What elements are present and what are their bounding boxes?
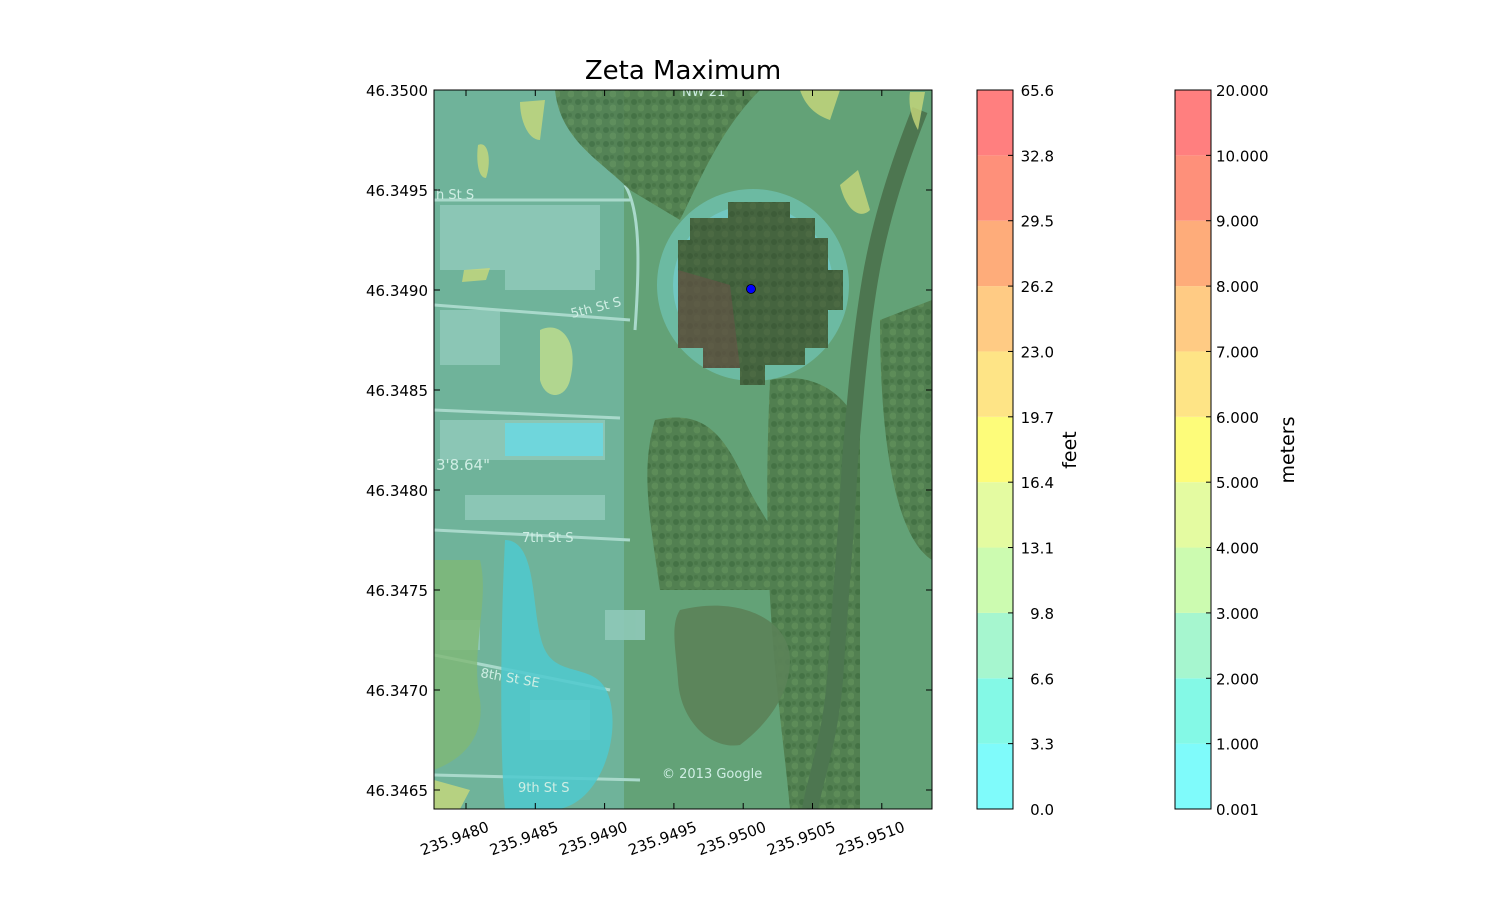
colorbar-meters-band — [1175, 286, 1211, 352]
colorbar-meters-band — [1175, 547, 1211, 613]
y-tick-label: 46.3465 — [366, 782, 428, 800]
contour-streaks — [434, 90, 925, 809]
x-tick-label: 235.9480 — [418, 818, 491, 859]
warehouse-roof — [505, 423, 603, 456]
y-tick-label: 46.3475 — [366, 582, 428, 600]
colorbar-meters: 20.000 10.000 9.000 8.000 7.000 6.000 5.000 4.0… — [1174, 82, 1269, 819]
colorbar-feet-frame — [976, 89, 1014, 810]
colorbar-feet-band — [977, 482, 1013, 548]
colorbar-meters-tick-label: 4.000 — [1216, 540, 1259, 558]
google-watermark: © 2013 Google — [662, 767, 762, 782]
river-channel — [802, 107, 928, 809]
clearing — [678, 270, 740, 368]
x-tick-label: 235.9505 — [764, 818, 837, 859]
colorbar-meters-tick-label: 0.001 — [1216, 801, 1259, 819]
colorbar-meters-tick-label: 5.000 — [1216, 474, 1259, 492]
y-tick-label: 46.3495 — [366, 182, 428, 200]
colorbar-feet-band — [977, 286, 1013, 352]
coordinate-label: 3'8.64" — [436, 456, 490, 474]
x-tick-label: 235.9495 — [626, 818, 699, 859]
colorbar-feet-tick-label: 19.7 — [1021, 409, 1054, 427]
colorbar-feet: 65.6 32.8 29.5 26.2 23.0 19.7 16.4 13.1 9.8 6.6 3.… — [976, 82, 1054, 819]
colorbar-meters-band — [1175, 220, 1211, 287]
colorbar-feet-band — [977, 90, 1013, 156]
low-zeta-region — [501, 540, 613, 809]
colorbar-feet-band — [977, 416, 1013, 483]
colorbar-meters-tick-label: 6.000 — [1216, 409, 1259, 427]
colorbar-feet-band — [977, 155, 1013, 221]
colorbar-feet-band — [977, 743, 1013, 809]
colorbar-feet-tick-label: 65.6 — [1021, 82, 1054, 100]
colorbar-meters-tick-label: 7.000 — [1216, 343, 1259, 361]
colorbar-meters-tick-label: 9.000 — [1216, 213, 1259, 231]
colorbar-meters-band — [1175, 743, 1211, 809]
colorbar-feet-band — [977, 351, 1013, 417]
street-label-9th: 9th St S — [518, 781, 569, 796]
street-label-top: h St S — [436, 188, 474, 203]
colorbar-meters-tick-label: 10.000 — [1216, 147, 1269, 165]
colorbar-meters-band — [1175, 482, 1211, 548]
colorbar-feet-tick-label: 13.1 — [1021, 540, 1054, 558]
y-tick-label: 46.3485 — [366, 382, 428, 400]
colorbar-feet-tick-label: 6.6 — [1030, 670, 1054, 688]
x-tick-label: 235.9510 — [834, 818, 907, 859]
colorbar-meters-tick-label: 20.000 — [1216, 82, 1269, 100]
colorbar-meters-label: meters — [1277, 416, 1299, 483]
colorbar-feet-band — [977, 612, 1013, 679]
colorbar-feet-tick-label: 9.8 — [1030, 605, 1054, 623]
colorbar-meters-band — [1175, 612, 1211, 679]
colorbar-meters-band — [1175, 416, 1211, 483]
colorbar-meters-tick-label: 8.000 — [1216, 278, 1259, 296]
map-frame — [433, 89, 933, 810]
colorbar-meters-band — [1175, 155, 1211, 221]
colorbar-feet-band — [977, 547, 1013, 613]
street-label-nw: NW 21 — [682, 85, 725, 100]
street-label-7th: 7th St S — [522, 531, 573, 546]
colorbar-feet-band — [977, 678, 1013, 744]
colorbar-feet-tick-label: 3.3 — [1030, 736, 1054, 754]
forest-cover — [555, 90, 932, 809]
location-marker[interactable] — [746, 284, 756, 294]
y-tick-label: 46.3500 — [366, 82, 428, 100]
colorbar-feet-label: feet — [1059, 431, 1081, 469]
x-tick-label: 235.9485 — [487, 818, 560, 859]
colorbar-meters-tick-label: 1.000 — [1216, 736, 1259, 754]
colorbar-feet-tick-label: 29.5 — [1021, 213, 1054, 231]
colorbar-meters-frame — [1174, 89, 1212, 810]
pond — [674, 605, 790, 746]
colorbar-feet-tick-label: 16.4 — [1021, 474, 1054, 492]
sand-patch — [540, 327, 573, 395]
y-tick-label: 46.3490 — [366, 282, 428, 300]
y-tick-label: 46.3470 — [366, 682, 428, 700]
colorbar-meters-tick-label: 3.000 — [1216, 605, 1259, 623]
x-tick-label: 235.9490 — [557, 818, 630, 859]
map-area[interactable]: 5th St S 7th St S 8th St SE 9th St S h S… — [434, 85, 932, 809]
y-tick-label: 46.3480 — [366, 482, 428, 500]
colorbar-feet-tick-label: 32.8 — [1021, 147, 1054, 165]
colorbar-meters-band — [1175, 90, 1211, 156]
colorbar-meters-band — [1175, 351, 1211, 417]
contour-band-left — [434, 560, 483, 770]
colorbar-feet-tick-label: 0.0 — [1030, 801, 1054, 819]
colorbar-feet-tick-label: 23.0 — [1021, 343, 1054, 361]
map-title: Zeta Maximum — [584, 56, 782, 86]
colorbar-feet-tick-label: 26.2 — [1021, 278, 1054, 296]
x-tick-label: 235.9500 — [695, 818, 768, 859]
colorbar-feet-band — [977, 220, 1013, 287]
colorbar-meters-tick-label: 2.000 — [1216, 670, 1259, 688]
colorbar-meters-band — [1175, 678, 1211, 744]
